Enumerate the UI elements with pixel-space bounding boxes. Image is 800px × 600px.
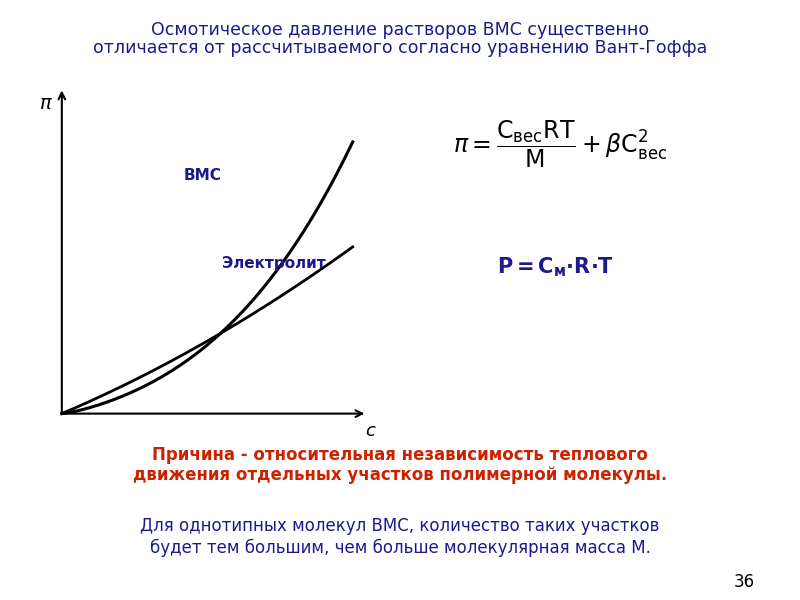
- Text: $\pi = \dfrac{\mathrm{C}_{\mathrm{вес}}\mathrm{RT}}{\mathrm{M}} + \beta\mathrm{C: $\pi = \dfrac{\mathrm{C}_{\mathrm{вес}}\…: [453, 118, 667, 170]
- Text: π: π: [40, 94, 52, 113]
- Text: c: c: [366, 422, 375, 440]
- Text: 36: 36: [734, 573, 754, 591]
- Text: $\mathbf{P{=}C_{\mathbf{м}}{\cdot}R{\cdot}T}$: $\mathbf{P{=}C_{\mathbf{м}}{\cdot}R{\cdo…: [498, 255, 614, 279]
- Text: Для однотипных молекул ВМС, количество таких участков
будет тем большим, чем бол: Для однотипных молекул ВМС, количество т…: [140, 517, 660, 557]
- Text: Осмотическое давление растворов ВМС существенно: Осмотическое давление растворов ВМС суще…: [151, 21, 649, 39]
- Text: Причина - относительная независимость теплового
движения отдельных участков поли: Причина - относительная независимость те…: [133, 446, 667, 484]
- Text: отличается от рассчитываемого согласно уравнению Вант-Гоффа: отличается от рассчитываемого согласно у…: [93, 39, 707, 57]
- Text: ВМС: ВМС: [184, 169, 222, 184]
- Text: Электролит: Электролит: [222, 256, 326, 271]
